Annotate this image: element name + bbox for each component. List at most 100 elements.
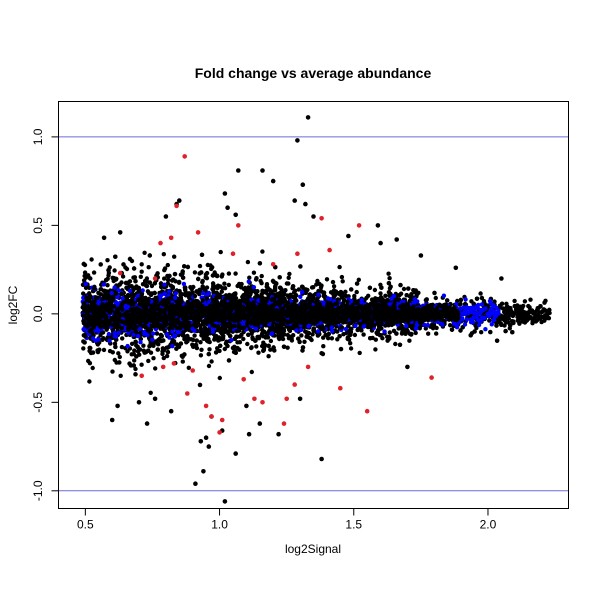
data-point xyxy=(167,273,172,279)
data-point xyxy=(504,320,509,325)
data-point xyxy=(488,329,493,335)
data-point xyxy=(253,338,258,343)
data-point xyxy=(251,270,257,275)
data-point xyxy=(393,341,398,347)
data-point xyxy=(263,290,269,295)
data-point xyxy=(141,348,146,353)
data-point-blue xyxy=(294,328,299,333)
data-point-blue xyxy=(476,311,482,316)
data-point xyxy=(206,351,211,357)
data-point xyxy=(135,349,141,354)
data-point xyxy=(204,276,210,281)
data-point-blue xyxy=(413,326,419,331)
data-point xyxy=(348,346,354,351)
data-point xyxy=(262,343,267,349)
data-point xyxy=(110,275,115,281)
data-point-blue xyxy=(138,340,143,345)
data-point xyxy=(219,289,224,294)
data-point xyxy=(162,268,167,273)
data-point xyxy=(354,289,359,295)
data-point xyxy=(387,330,392,335)
data-point-blue xyxy=(136,333,141,339)
data-point xyxy=(185,333,190,339)
data-point xyxy=(361,332,366,337)
data-point xyxy=(185,264,191,270)
data-point xyxy=(478,291,483,296)
data-point xyxy=(182,336,187,342)
data-point xyxy=(512,298,517,304)
data-point xyxy=(298,264,303,269)
data-point xyxy=(81,291,86,296)
data-point xyxy=(160,351,165,357)
data-point xyxy=(520,319,526,324)
data-point xyxy=(89,257,94,262)
data-point-blue xyxy=(489,322,494,327)
data-point xyxy=(106,268,111,273)
data-point xyxy=(522,299,528,304)
data-point-blue xyxy=(246,279,251,284)
data-point-blue xyxy=(181,281,187,287)
data-point xyxy=(317,281,322,287)
data-point xyxy=(165,349,171,355)
data-point xyxy=(197,382,203,388)
data-point xyxy=(373,347,378,352)
data-point xyxy=(87,379,92,384)
data-point xyxy=(352,293,357,299)
data-point xyxy=(449,327,455,332)
data-point xyxy=(416,290,421,295)
data-point-blue xyxy=(116,330,122,336)
data-point xyxy=(308,336,313,341)
data-point xyxy=(341,298,347,304)
data-point xyxy=(409,331,414,337)
data-point xyxy=(154,331,160,336)
data-point xyxy=(209,359,214,364)
data-point xyxy=(510,330,515,335)
data-point-blue xyxy=(487,298,493,304)
data-point xyxy=(458,297,464,303)
data-point xyxy=(82,270,88,275)
data-point xyxy=(174,342,180,347)
data-point xyxy=(343,289,348,294)
data-point xyxy=(229,293,235,298)
data-point xyxy=(285,293,290,298)
data-point xyxy=(305,331,310,336)
data-point xyxy=(302,339,307,344)
data-point xyxy=(194,289,199,294)
data-point xyxy=(432,290,437,296)
data-point xyxy=(120,336,125,341)
data-point-blue xyxy=(167,335,172,340)
data-point xyxy=(473,323,478,328)
data-point xyxy=(259,273,264,279)
data-point xyxy=(189,286,194,292)
data-point xyxy=(98,262,103,267)
data-point xyxy=(271,345,276,350)
data-point xyxy=(283,288,288,293)
data-point-blue xyxy=(441,293,447,298)
data-point xyxy=(457,302,462,307)
data-point xyxy=(468,333,473,338)
data-point xyxy=(144,283,150,289)
data-point-blue xyxy=(109,290,114,296)
data-point xyxy=(401,286,407,292)
data-point xyxy=(125,349,130,354)
data-point-blue xyxy=(201,291,206,296)
data-point xyxy=(162,276,167,281)
data-point xyxy=(546,316,552,321)
data-point xyxy=(296,287,301,292)
data-point xyxy=(331,291,336,297)
data-point xyxy=(311,326,317,331)
data-point xyxy=(198,353,204,358)
data-point xyxy=(95,348,100,353)
data-point xyxy=(255,289,260,294)
data-point xyxy=(105,283,110,288)
data-point xyxy=(413,330,418,336)
data-point xyxy=(132,358,137,363)
data-point xyxy=(509,319,515,324)
data-point xyxy=(474,296,480,301)
data-point xyxy=(385,338,390,343)
data-point xyxy=(539,319,544,325)
data-point xyxy=(292,288,298,293)
data-point xyxy=(355,327,360,333)
data-point xyxy=(388,291,393,297)
data-point xyxy=(256,350,261,355)
